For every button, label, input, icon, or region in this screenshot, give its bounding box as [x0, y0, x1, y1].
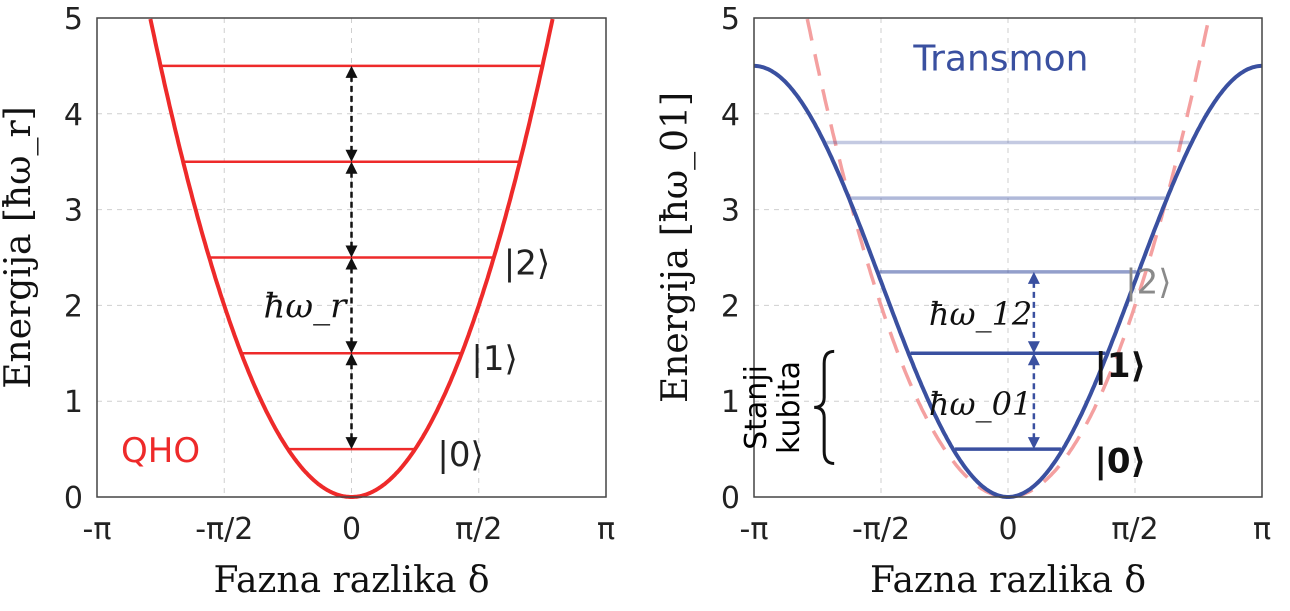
x-tick-label: -π/2: [852, 512, 910, 547]
arrow-head-bottom: [1027, 341, 1040, 354]
qho-x-axis-label: Fazna razlika δ: [213, 560, 489, 601]
y-tick-label: 4: [721, 98, 740, 133]
qho-spacing-label: ħω_r: [264, 286, 349, 326]
arrow-head-bottom: [1027, 437, 1040, 450]
transmon-grid: [753, 17, 1263, 498]
y-tick-label: 3: [64, 194, 83, 229]
arrow-head-bottom: [345, 149, 358, 162]
transmon-y-axis-label: Energija [ħω_01]: [655, 92, 696, 403]
state-label: |1⟩: [471, 339, 517, 379]
y-tick-label: 2: [64, 289, 83, 324]
transmon-spacing-label-01: ħω_01: [929, 385, 1032, 423]
arrow-head-top: [345, 353, 358, 366]
y-tick-label: 3: [721, 194, 740, 229]
transmon-axes-frame: [753, 17, 1263, 498]
y-tick-label: 4: [64, 98, 83, 133]
arrow-head-top: [345, 161, 358, 174]
spacing-arrow: [345, 353, 358, 450]
x-tick-label: -π: [740, 512, 769, 547]
transmon-energy-levels: [826, 140, 1190, 451]
transmon-panel: -π -π/2 0 π/2 π 0 1 2 3 4 5 |0⟩ |1⟩ |2⟩ ħω_12 ħω_01…: [655, 2, 1271, 601]
y-tick-label: 0: [64, 481, 83, 516]
arrow-head-top: [345, 65, 358, 78]
spacing-arrow-01: [1027, 353, 1040, 450]
y-tick-label: 1: [721, 385, 740, 420]
qho-title: QHO: [121, 431, 200, 471]
arrow-head-top: [1027, 271, 1040, 284]
qubit-states-label-line2: kubita: [772, 361, 807, 454]
qho-state-labels: |0⟩ |1⟩ |2⟩: [437, 243, 550, 475]
x-tick-label: 0: [998, 512, 1017, 547]
qho-panel: -π -π/2 0 π/2 π 0 1 2 3 4 5 |0⟩ |1⟩ |2⟩ ħω_r QHO Fa…: [0, 2, 615, 601]
arrow-head-bottom: [345, 245, 358, 258]
spacing-arrow: [345, 161, 358, 258]
arrow-head-top: [345, 257, 358, 270]
x-tick-label: 0: [342, 512, 361, 547]
state-label: |1⟩: [1095, 346, 1147, 386]
transmon-x-tick-labels: -π -π/2 0 π/2 π: [740, 512, 1271, 547]
qho-spacing-arrows: [345, 65, 358, 450]
spacing-arrow: [345, 257, 358, 354]
state-label: |0⟩: [1095, 442, 1147, 482]
qubit-states-brace: [814, 349, 835, 465]
transmon-reference-parabola: [805, 18, 1211, 499]
x-tick-label: π/2: [455, 512, 502, 547]
qho-y-axis-label: Energija [ħω_r]: [0, 106, 39, 388]
state-label: |2⟩: [504, 243, 550, 283]
spacing-arrow: [345, 65, 358, 162]
state-label: |2⟩: [1125, 262, 1171, 302]
qho-y-tick-labels: 0 1 2 3 4 5: [64, 2, 83, 516]
transmon-state-labels: |0⟩ |1⟩ |2⟩: [1095, 262, 1172, 481]
transmon-x-axis-label: Fazna razlika δ: [870, 560, 1146, 601]
transmon-spacing-arrows: [1027, 271, 1040, 450]
y-tick-label: 0: [721, 481, 740, 516]
y-tick-label: 5: [721, 2, 740, 37]
arrow-head-bottom: [345, 437, 358, 450]
spacing-arrow-12: [1027, 271, 1040, 354]
qho-x-tick-labels: -π -π/2 0 π/2 π: [83, 512, 615, 547]
x-tick-label: π: [597, 512, 615, 547]
transmon-spacing-label-12: ħω_12: [929, 295, 1032, 333]
y-tick-label: 2: [721, 289, 740, 324]
x-tick-label: -π: [83, 512, 112, 547]
x-tick-label: π: [1253, 512, 1271, 547]
arrow-head-top: [1027, 353, 1040, 366]
transmon-y-tick-labels: 0 1 2 3 4 5: [721, 2, 740, 516]
qubit-states-label-line1: Stanji: [739, 365, 774, 450]
arrow-head-bottom: [345, 341, 358, 354]
x-tick-label: π/2: [1111, 512, 1158, 547]
y-tick-label: 5: [64, 2, 83, 37]
y-tick-label: 1: [64, 385, 83, 420]
transmon-title: Transmon: [912, 39, 1088, 80]
qho-axes-frame: [96, 17, 607, 498]
state-label: |0⟩: [437, 435, 483, 475]
x-tick-label: -π/2: [195, 512, 253, 547]
